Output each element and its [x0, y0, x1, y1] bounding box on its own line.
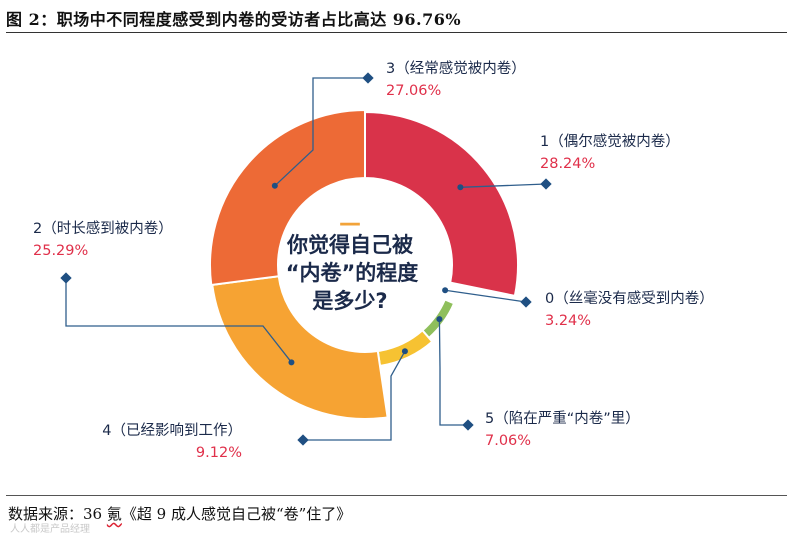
leader-dot-1: [457, 184, 464, 191]
source-brand: 氪: [106, 505, 122, 523]
leader-dot-3: [271, 182, 278, 189]
leader-diamond-3: [362, 72, 374, 84]
label-value-2: 25.29%: [33, 243, 88, 259]
center-line-2: “内卷”的程度: [286, 261, 419, 285]
leader-diamond-0: [520, 296, 532, 308]
source-suffix: 《超 9 成人感觉自己被“卷”住了》: [121, 505, 352, 523]
leader-diamond-5: [462, 419, 474, 431]
label-name-4: 4（已经影响到工作）: [102, 422, 242, 439]
leader-diamond-2: [60, 272, 72, 284]
slice-2: [211, 275, 389, 420]
label-value-3: 27.06%: [386, 83, 441, 99]
center-line-3: 是多少?: [312, 289, 387, 313]
label-name-1: 1（偶尔感觉被内卷）: [540, 133, 680, 150]
leader-dot-0: [442, 287, 449, 294]
watermark: 人人都是产品经理: [10, 524, 90, 535]
center-dash: —: [339, 211, 361, 236]
source-rule: [6, 495, 787, 496]
center-hole: [278, 178, 452, 352]
leader-line-1: [460, 183, 547, 188]
label-name-2: 2（时长感到被内卷）: [33, 220, 173, 237]
label-name-5: 5（陷在严重“内卷”里）: [485, 410, 640, 427]
label-value-0: 3.24%: [545, 313, 591, 329]
leader-diamond-4: [297, 434, 309, 446]
leader-line-2: [65, 278, 292, 363]
leader-diamond-1: [540, 178, 552, 190]
figure-title: 图 2：职场中不同程度感受到内卷的受访者占比高达 96.76%: [6, 10, 462, 29]
leader-dot-4: [401, 348, 408, 355]
label-value-5: 7.06%: [485, 433, 531, 449]
leader-line-5: [438, 319, 468, 426]
leader-line-4: [303, 350, 406, 441]
source-note: 数据来源：36 氪《超 9 成人感觉自己被“卷”住了》: [8, 503, 351, 524]
leader-dot-5: [436, 316, 443, 323]
label-value-4: 9.12%: [196, 445, 242, 461]
source-prefix: 数据来源：36: [8, 505, 107, 523]
title-rule: [6, 32, 787, 33]
label-name-3: 3（经常感觉被内卷）: [386, 60, 526, 77]
slice-labels: 1（偶尔感觉被内卷） 28.24% 0（丝毫没有感受到内卷） 3.24% 5（陷在严重“…: [33, 60, 714, 461]
leader-line-0: [445, 289, 527, 303]
label-value-1: 28.24%: [540, 156, 595, 172]
leader-line-3: [274, 77, 368, 187]
leader-dot-2: [288, 359, 295, 366]
label-name-0: 0（丝毫没有感受到内卷）: [545, 289, 714, 307]
center-line-1: 你觉得自己被: [286, 233, 414, 257]
